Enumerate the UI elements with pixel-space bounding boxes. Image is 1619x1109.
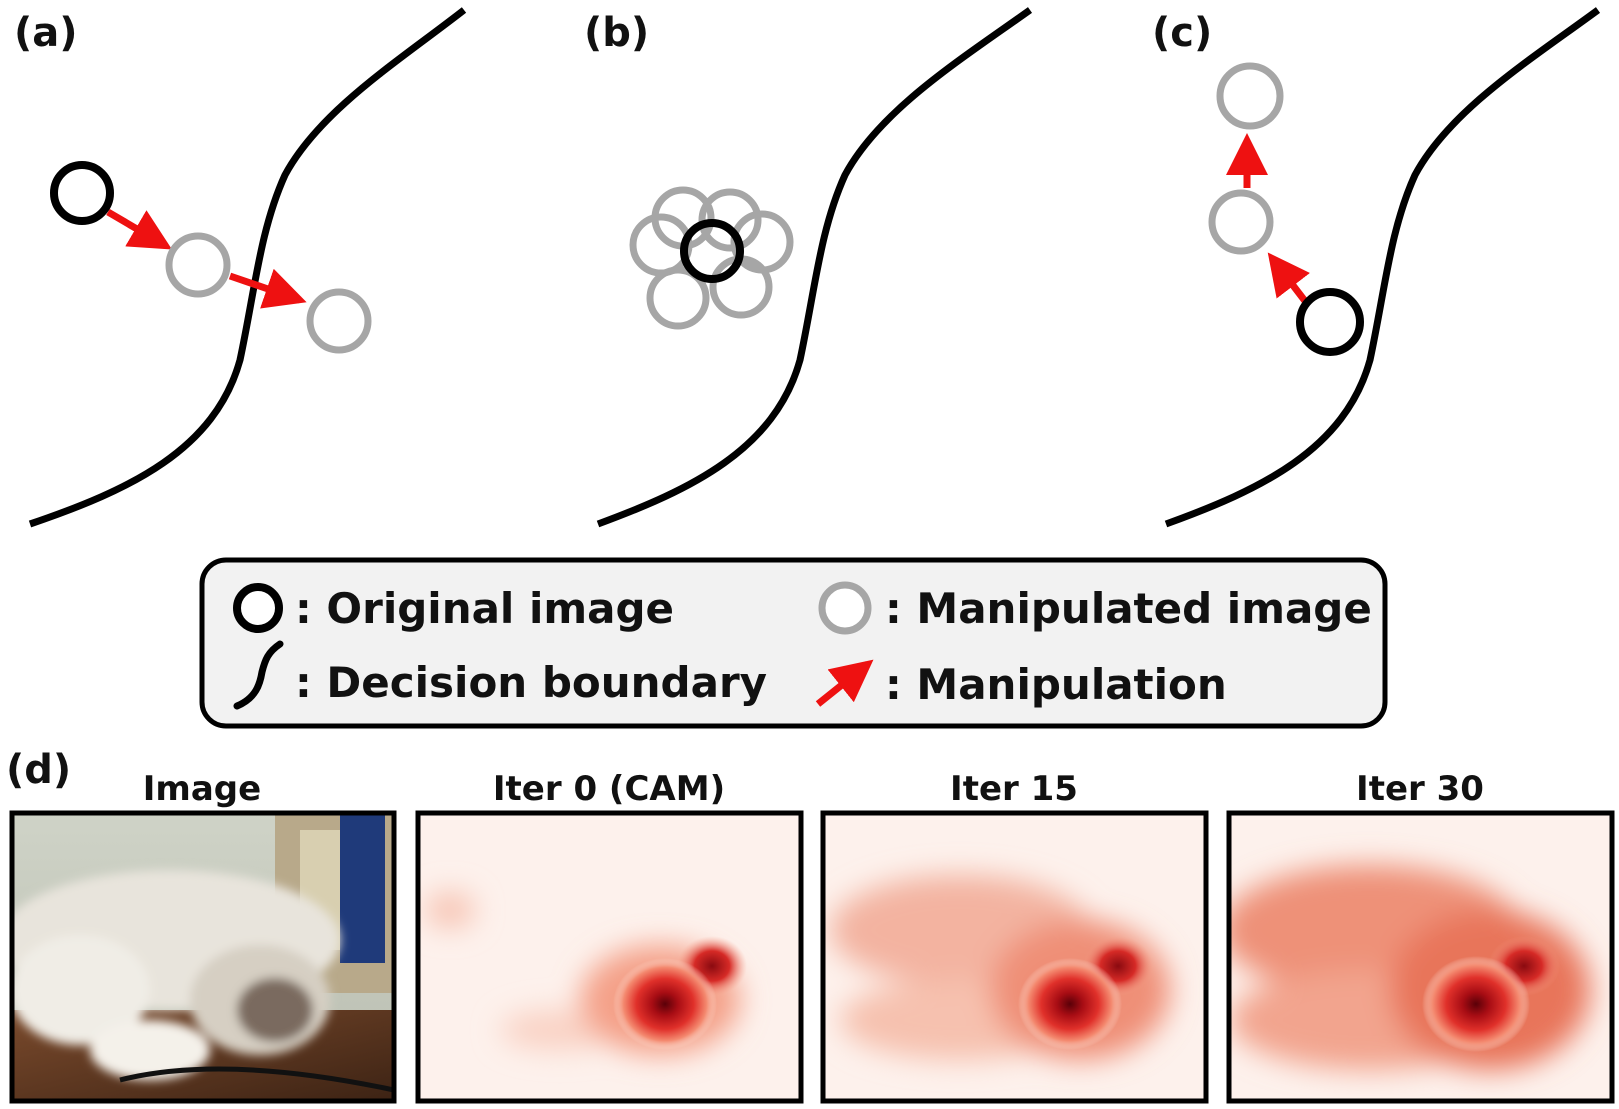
panel-label: (d) bbox=[6, 747, 71, 793]
iter-0-title: Iter 0 (CAM) bbox=[493, 769, 725, 809]
legend-decision-boundary: : Decision boundary bbox=[295, 658, 767, 707]
legend: : Original image : Manipulated image : D… bbox=[199, 557, 1388, 729]
manipulation-arrow bbox=[228, 268, 307, 309]
panel-a: (a) bbox=[14, 7, 467, 528]
iter-15-title: Iter 15 bbox=[950, 769, 1078, 809]
cat-photo bbox=[12, 813, 394, 1101]
manipulated-image-marker bbox=[165, 232, 231, 298]
manipulated-image-marker bbox=[646, 266, 710, 330]
manipulated-image-marker bbox=[1208, 189, 1274, 255]
panel-b: (b) bbox=[584, 7, 1033, 528]
panel-label: (c) bbox=[1152, 10, 1212, 56]
manipulation-arrow bbox=[1267, 252, 1310, 304]
image-title: Image bbox=[143, 769, 261, 809]
heatmap-frame bbox=[1226, 810, 1615, 1104]
manipulation-legend-icon bbox=[815, 659, 874, 707]
panel-d: (d) Image Iter 0 (CAM) Iter 15 Iter 30 bbox=[6, 747, 1615, 1104]
panel-label: (a) bbox=[14, 10, 78, 56]
decision-boundary-curve bbox=[1164, 7, 1601, 528]
heatmap-frame bbox=[820, 810, 1209, 1104]
manipulated-image-marker bbox=[1216, 62, 1284, 130]
manipulation-arrow bbox=[106, 208, 173, 250]
original-image-marker bbox=[680, 219, 744, 283]
legend-box bbox=[199, 557, 1388, 729]
original-image-marker bbox=[1296, 288, 1364, 356]
original-image-legend-icon bbox=[233, 583, 283, 633]
manipulated-image-legend-icon bbox=[818, 581, 872, 635]
panel-label: (b) bbox=[584, 10, 649, 56]
decision-boundary-curve bbox=[596, 7, 1033, 528]
legend-manipulated-image: : Manipulated image bbox=[885, 584, 1372, 633]
iter-30-title: Iter 30 bbox=[1356, 769, 1484, 809]
manipulated-image-marker bbox=[709, 255, 773, 319]
heatmap-frame bbox=[415, 810, 804, 1104]
original-image-marker bbox=[50, 161, 114, 225]
manipulated-image-marker bbox=[306, 288, 372, 354]
decision-boundary-legend-icon bbox=[233, 640, 284, 710]
heatmap-iter-15 bbox=[823, 813, 1206, 1101]
decision-boundary-curve bbox=[28, 7, 467, 528]
manipulated-image-marker bbox=[698, 188, 762, 252]
panel-c: (c) bbox=[1152, 7, 1601, 528]
legend-original-image: : Original image bbox=[295, 584, 674, 633]
legend-manipulation: : Manipulation bbox=[885, 660, 1227, 709]
heatmap-iter-0 bbox=[418, 813, 801, 1101]
heatmap-iter-30 bbox=[1229, 813, 1612, 1101]
image-frame bbox=[9, 810, 397, 1104]
